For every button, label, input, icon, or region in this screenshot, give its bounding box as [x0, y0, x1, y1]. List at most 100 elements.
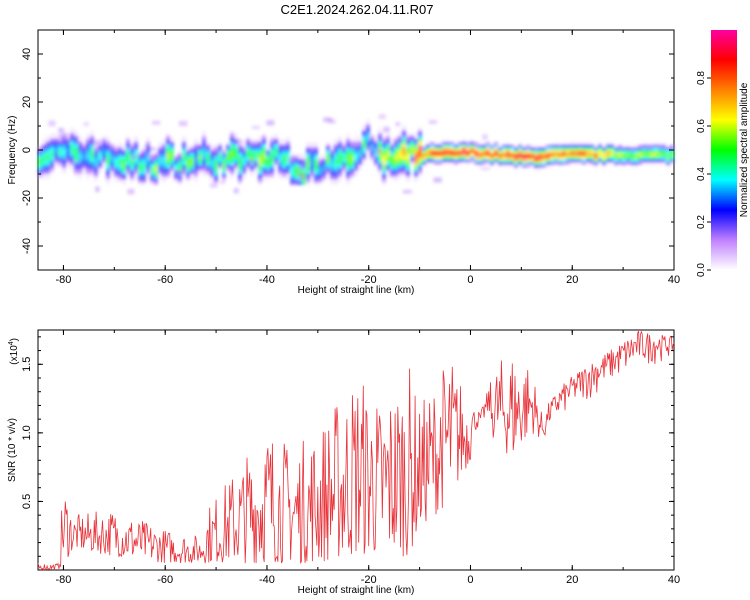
- heatmap-cell: [258, 176, 262, 179]
- heatmap-cell: [414, 156, 418, 159]
- heatmap-cell: [310, 171, 314, 174]
- heatmap-cell: [638, 150, 642, 153]
- heatmap-cell: [506, 156, 510, 159]
- heatmap-cell: [206, 165, 210, 168]
- heatmap-cell: [374, 136, 378, 139]
- snr-series-line: [37, 330, 675, 571]
- heatmap-cell: [258, 168, 262, 171]
- heatmap-cell: [386, 165, 390, 168]
- heatmap-cell: [114, 176, 118, 179]
- heatmap-cell: [74, 133, 78, 136]
- heatmap-cell: [250, 171, 254, 174]
- heatmap-cell: [70, 127, 74, 130]
- heatmap-cell: [418, 147, 422, 151]
- heatmap-cell: [402, 173, 406, 177]
- heatmap-cell: [350, 142, 354, 145]
- heatmap-cell: [346, 182, 350, 185]
- heatmap-cell: [538, 145, 542, 148]
- heatmap-cell: [554, 159, 558, 162]
- heatmap-cell: [198, 153, 202, 156]
- heatmap-cell: [198, 162, 202, 165]
- heatmap-cell: [114, 171, 118, 174]
- heatmap-cell: [346, 168, 350, 171]
- heatmap-cell: [574, 147, 578, 151]
- heatmap-cell: [614, 153, 618, 156]
- heatmap-cell: [458, 147, 462, 151]
- heatmap-cell: [194, 159, 198, 162]
- heatmap-cell: [218, 145, 222, 148]
- heatmap-cell: [78, 165, 82, 168]
- heatmap-cell: [334, 142, 338, 145]
- heatmap-cell: [118, 145, 122, 148]
- colorbar-tick-label: 0.4: [696, 167, 707, 181]
- heatmap-cell: [394, 142, 398, 145]
- heatmap-cell: [466, 150, 470, 153]
- heatmap-cell: [178, 120, 188, 127]
- heatmap-cell: [538, 147, 542, 151]
- heatmap-cell: [258, 159, 262, 162]
- heatmap-cell: [242, 165, 246, 168]
- heatmap-cell: [310, 145, 314, 148]
- heatmap-cell: [78, 142, 82, 145]
- heatmap-cell: [410, 156, 414, 159]
- heatmap-cell: [350, 143, 360, 148]
- heatmap-cell: [322, 156, 326, 159]
- heatmap-cell: [162, 147, 166, 151]
- heatmap-cell: [402, 127, 406, 130]
- heatmap-cell: [74, 130, 78, 133]
- heatmap-cell: [362, 153, 366, 156]
- heatmap-cell: [318, 156, 322, 159]
- heatmap-cell: [326, 142, 330, 145]
- heatmap-cell: [198, 156, 202, 159]
- heatmap-cell: [558, 150, 562, 153]
- heatmap-cell: [622, 156, 626, 159]
- heatmap-cell: [594, 165, 598, 168]
- heatmap-cell: [250, 145, 254, 148]
- heatmap-cell: [218, 159, 222, 162]
- heatmap-cell: [650, 156, 654, 159]
- heatmap-cell: [634, 162, 638, 165]
- heatmap-cell: [598, 162, 602, 165]
- heatmap-cell: [62, 171, 66, 174]
- heatmap-cell: [82, 168, 86, 171]
- heatmap-cell: [166, 145, 170, 148]
- heatmap-cell: [270, 168, 274, 171]
- heatmap-cell: [122, 159, 126, 162]
- heatmap-cell: [426, 147, 430, 151]
- heatmap-cell: [270, 173, 274, 177]
- heatmap-cell: [502, 153, 506, 156]
- heatmap-cell: [98, 153, 102, 156]
- heatmap-cell: [138, 168, 142, 171]
- heatmap-cell: [258, 139, 262, 142]
- heatmap-cell: [414, 159, 418, 162]
- heatmap-cell: [650, 159, 654, 162]
- heatmap-cell: [558, 156, 562, 159]
- heatmap-cell: [118, 159, 122, 162]
- heatmap-cell: [370, 153, 374, 156]
- heatmap-cell: [326, 171, 330, 174]
- heatmap-cell: [538, 159, 542, 162]
- heatmap-cell: [586, 150, 590, 153]
- heatmap-cell: [130, 155, 136, 160]
- heatmap-cell: [514, 162, 518, 165]
- heatmap-cell: [494, 145, 498, 148]
- heatmap-cell: [642, 142, 646, 145]
- heatmap-cell: [118, 168, 122, 171]
- heatmap-cell: [650, 145, 654, 148]
- heatmap-cell: [138, 165, 142, 168]
- heatmap-cell: [514, 168, 518, 171]
- heatmap-cell: [210, 153, 214, 156]
- heatmap-cell: [338, 176, 342, 179]
- heatmap-cell: [462, 145, 466, 148]
- heatmap-cell: [578, 142, 582, 145]
- heatmap-cell: [630, 147, 634, 151]
- heatmap-cell: [182, 168, 186, 171]
- heatmap-cell: [158, 142, 162, 145]
- heatmap-cell: [162, 173, 166, 177]
- heatmap-cell: [298, 162, 302, 165]
- heatmap-cell: [342, 142, 346, 145]
- heatmap-cell: [526, 147, 530, 151]
- heatmap-cell: [98, 145, 102, 148]
- heatmap-cell: [174, 168, 178, 171]
- heatmap-cell: [210, 145, 214, 148]
